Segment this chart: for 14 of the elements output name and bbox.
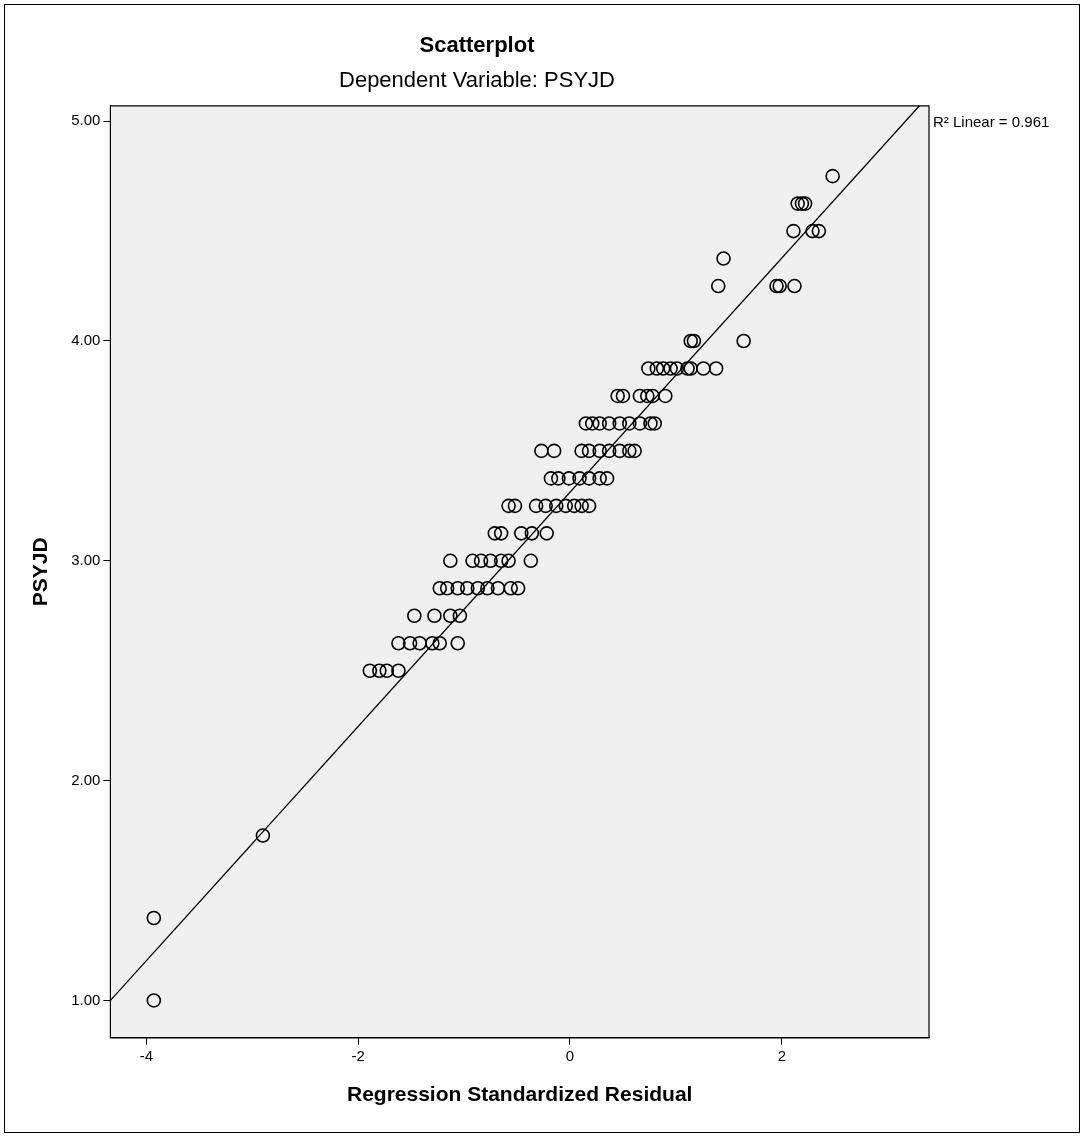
x-tick-label: -4	[139, 1046, 154, 1064]
x-axis-title: Regression Standardized Residual	[346, 1082, 693, 1106]
x-tick-label: 0	[565, 1046, 575, 1064]
x-tick-label: -2	[351, 1046, 365, 1064]
y-tick-label: 4.00	[71, 331, 101, 349]
y-tick-label: 3.00	[71, 550, 101, 568]
chart-title: Scatterplot	[419, 32, 536, 58]
x-tick-label: 2	[777, 1046, 786, 1064]
y-axis-title: PSYJD	[28, 537, 52, 607]
text: R² Linear = 0.961	[933, 113, 1050, 131]
y-tick-label: 5.00	[71, 111, 101, 129]
y-tick-label: 1.00	[71, 990, 101, 1008]
chart-subtitle: Dependent Variable: PSYJD	[339, 66, 615, 92]
y-tick-label: 2.00	[71, 770, 101, 788]
